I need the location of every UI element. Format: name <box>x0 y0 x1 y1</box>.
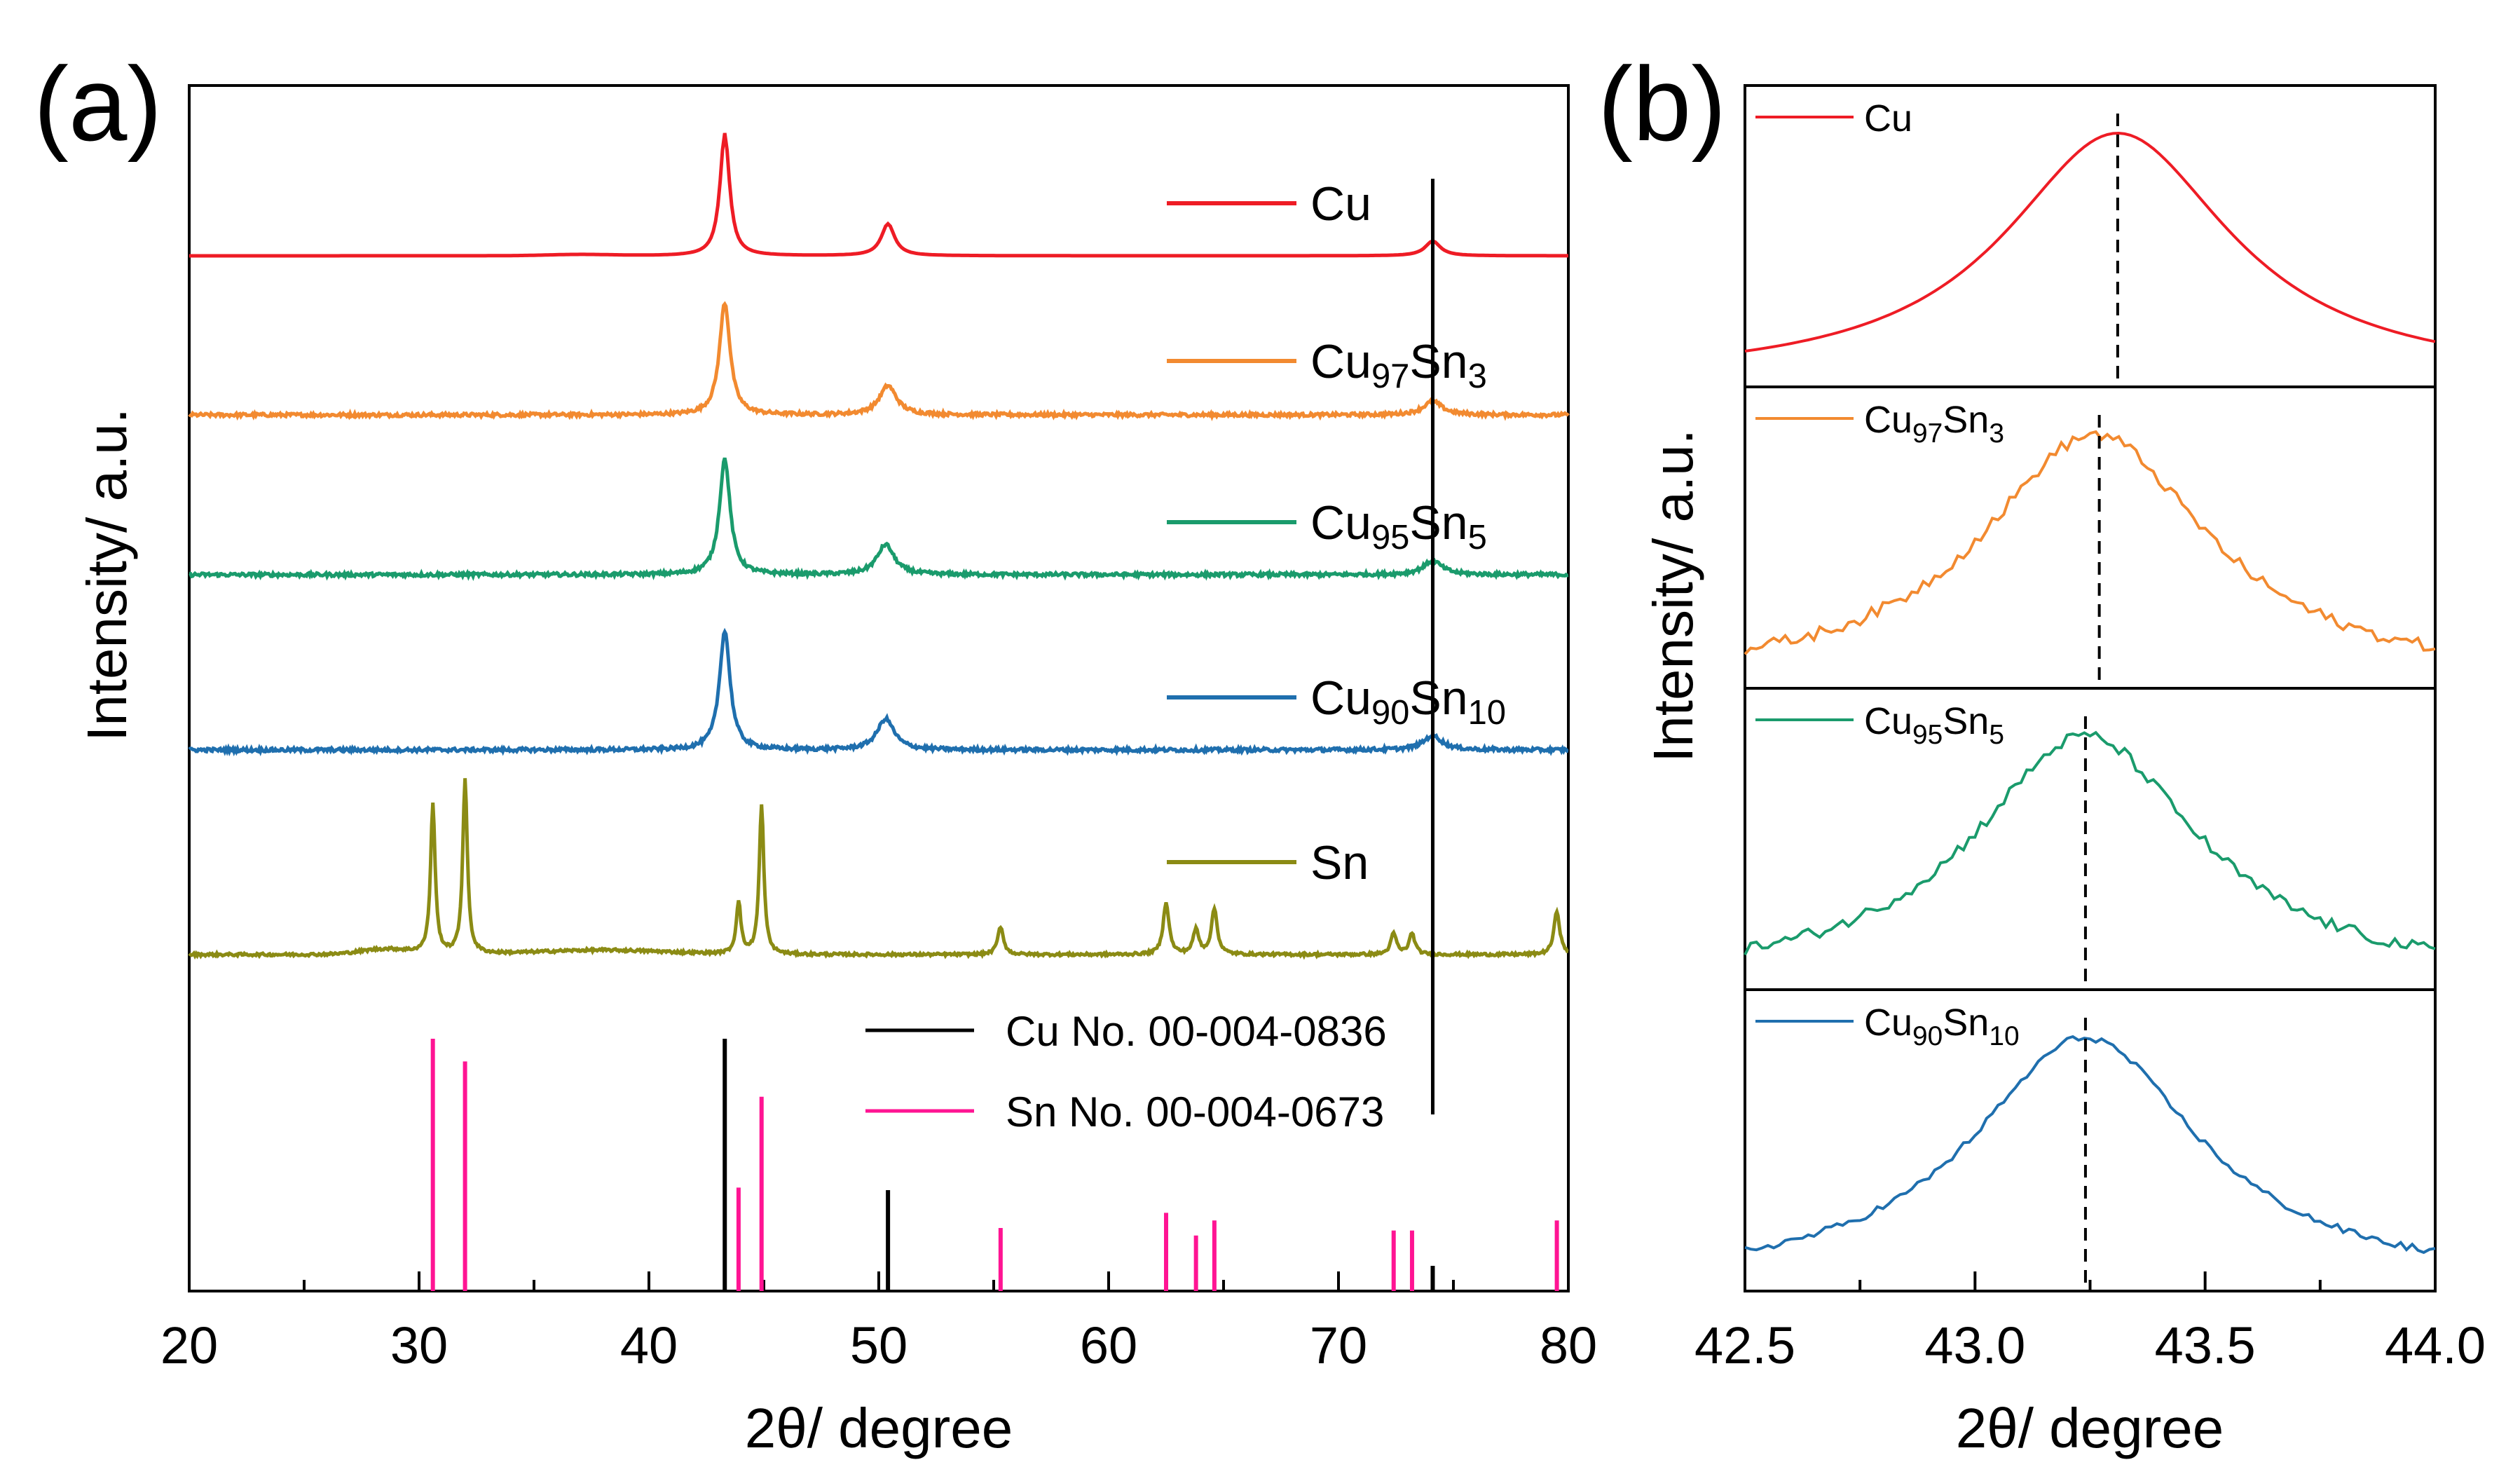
reference-legend-label: Sn No. 00-004-0673 <box>1006 1089 1384 1135</box>
legend-label-Cu90Sn10: Cu90Sn10 <box>1310 671 1506 732</box>
legend-label-Cu: Cu <box>1310 177 1371 231</box>
subpanel-Cu97Sn3: Cu97Sn3 <box>1744 385 2437 690</box>
zoomed-peak-Cu <box>1744 131 2436 353</box>
subpanel-frame <box>1744 84 2437 388</box>
legend-subscript: 95 <box>1371 519 1409 557</box>
zoomed-peak-Cu95Sn5 <box>1744 730 2436 956</box>
legend-text: Cu <box>1310 177 1371 231</box>
legend-label-Cu95Sn5: Cu95Sn5 <box>1864 700 2004 750</box>
panel-a-x-title: 2θ/ degree <box>745 1397 1013 1459</box>
panel-a-label: (a) <box>34 45 162 163</box>
zoomed-peak-Cu97Sn3 <box>1744 430 2436 655</box>
legend-text: Cu <box>1864 700 1912 742</box>
legend-subscript: 90 <box>1912 1021 1943 1051</box>
x-tick-label: 80 <box>1540 1316 1597 1374</box>
xrd-pattern-Sn <box>188 778 1569 960</box>
zoomed-peak-Cu90Sn10 <box>1744 1035 2436 1255</box>
legend-label-Sn: Sn <box>1310 836 1369 889</box>
legend-subscript: 5 <box>1468 519 1487 557</box>
x-tick-label: 20 <box>160 1316 218 1374</box>
legend-text: Cu <box>1310 496 1371 550</box>
xrd-pattern-Cu95Sn5 <box>189 457 1569 582</box>
legend-subscript: 5 <box>1989 720 2004 750</box>
x-tick-label: 43.5 <box>2155 1316 2256 1374</box>
x-tick-label: 70 <box>1310 1316 1367 1374</box>
xrd-pattern-Cu97Sn3 <box>188 301 1570 421</box>
legend-text: Sn <box>1943 1002 1989 1044</box>
legend-text: Sn <box>1409 496 1467 550</box>
legend-subscript: 95 <box>1912 720 1943 750</box>
legend-text: Sn <box>1409 671 1467 725</box>
subpanel-frame <box>1744 687 2437 991</box>
legend-subscript: 10 <box>1468 694 1506 732</box>
legend-subscript: 97 <box>1371 357 1409 395</box>
panel-b-label: (b) <box>1598 45 1726 163</box>
legend-text: Cu <box>1310 335 1371 388</box>
legend-label-Cu90Sn10: Cu90Sn10 <box>1864 1002 2020 1051</box>
subpanel-Cu: Cu <box>1744 84 2437 388</box>
legend-label-Cu97Sn3: Cu97Sn3 <box>1310 335 1487 395</box>
panel-a-y-title: Intensity/ a.u. <box>76 408 138 742</box>
legend-text: Sn <box>1409 335 1467 388</box>
panel-a-reference-legend: Cu No. 00-004-0836 Sn No. 00-004-0673 <box>865 1008 1387 1135</box>
x-tick-label: 43.0 <box>1924 1316 2025 1374</box>
x-tick-label: 30 <box>390 1316 448 1374</box>
panel-b-x-title: 2θ/ degree <box>1956 1397 2224 1459</box>
legend-subscript: 90 <box>1371 694 1409 732</box>
legend-text: Cu <box>1864 1002 1912 1044</box>
subpanel-Cu95Sn5: Cu95Sn5 <box>1744 687 2437 991</box>
panel-b-x-ticks: 42.5 43.0 43.5 44.0 <box>1694 1271 2486 1374</box>
legend-subscript: 10 <box>1989 1021 2019 1051</box>
legend-text: Cu <box>1864 97 1912 139</box>
x-tick-label: 44.0 <box>2385 1316 2486 1374</box>
panel-a-reference-sticks <box>430 1039 1559 1291</box>
legend-text: Sn <box>1310 836 1369 889</box>
legend-subscript: 97 <box>1912 418 1943 449</box>
x-tick-label: 60 <box>1080 1316 1137 1374</box>
xrd-pattern-Cu90Sn10 <box>188 627 1569 757</box>
legend-subscript: 3 <box>1989 418 2004 449</box>
legend-label-Cu95Sn5: Cu95Sn5 <box>1310 496 1487 557</box>
x-tick-label: 42.5 <box>1694 1316 1795 1374</box>
legend-text: Sn <box>1943 399 1989 441</box>
subpanel-frame <box>1744 988 2437 1292</box>
legend-text: Cu <box>1864 399 1912 441</box>
panel-a-x-ticks: 20 30 40 50 60 70 80 <box>160 1271 1597 1374</box>
x-tick-label: 50 <box>850 1316 908 1374</box>
xrd-pattern-Cu <box>189 132 1568 258</box>
legend-subscript: 3 <box>1468 357 1487 395</box>
panel-a: (a) 20 30 40 50 60 70 80 CuCu97Sn3Cu95Sn5Cu90S… <box>34 45 1597 1459</box>
legend-label-Cu: Cu <box>1864 97 1912 139</box>
legend-text: Cu <box>1310 671 1371 725</box>
panel-a-series <box>188 132 1570 960</box>
reference-legend-label: Cu No. 00-004-0836 <box>1006 1008 1387 1055</box>
legend-label-Cu97Sn3: Cu97Sn3 <box>1864 399 2004 449</box>
panel-b-y-title: Intensity/ a.u. <box>1642 429 1704 763</box>
subpanel-Cu90Sn10: Cu90Sn10 <box>1744 988 2437 1292</box>
legend-text: Sn <box>1943 700 1989 742</box>
x-tick-label: 40 <box>620 1316 678 1374</box>
